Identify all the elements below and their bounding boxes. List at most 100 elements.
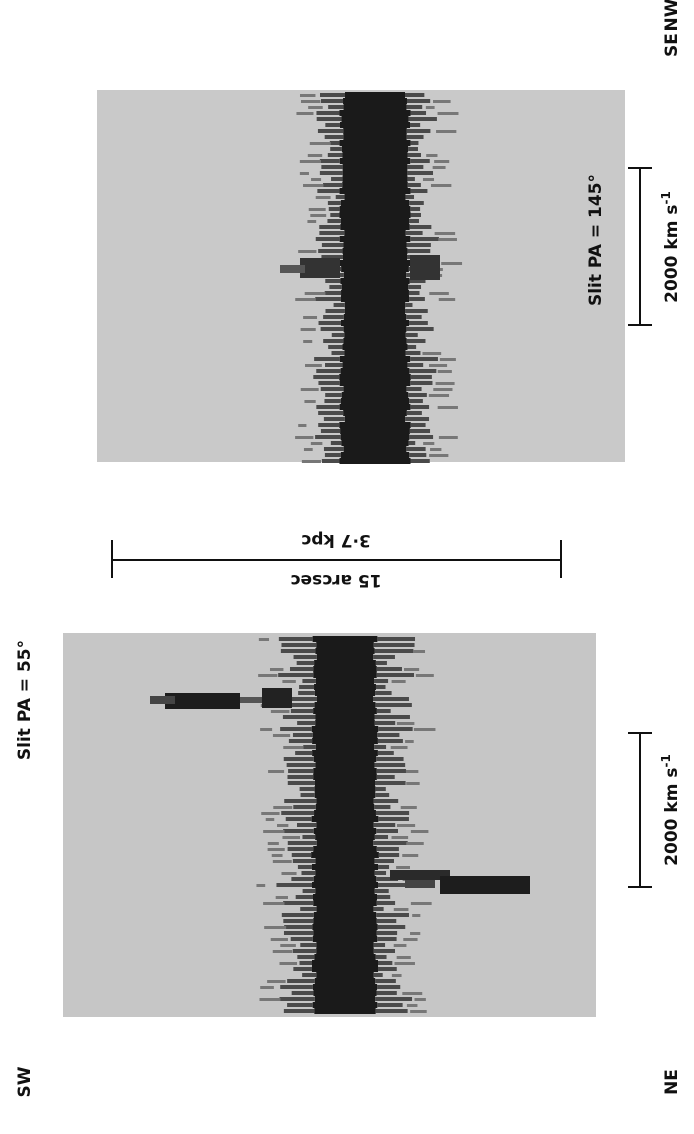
spectrum-streak: [422, 178, 435, 181]
spectrum-streak: [374, 679, 389, 683]
spectrum-streak: [344, 230, 406, 236]
spectrum-streak: [302, 889, 316, 893]
spectrum-streak: [312, 636, 378, 642]
spectrum-streak: [402, 854, 419, 857]
spectrum-streak: [339, 380, 411, 386]
spectrum-streak: [377, 925, 406, 929]
spectrum-streak: [299, 94, 316, 97]
spectrum-streak: [408, 285, 422, 289]
spectrum-streak: [329, 141, 340, 145]
spectrum-streak: [433, 100, 451, 103]
spectrum-streak: [410, 830, 429, 833]
spectrum-streak: [313, 375, 340, 379]
spectrum-streak: [376, 877, 399, 881]
spectrum-streak: [280, 649, 316, 653]
spectrum-streak: [313, 756, 377, 762]
spectrum-streak: [415, 674, 434, 677]
spectrum-streak: [316, 117, 342, 121]
spectrum-streak: [287, 1003, 313, 1007]
spectrum-streak: [314, 702, 376, 708]
spectrum-streak: [407, 153, 422, 157]
spectrum-streak: [281, 643, 317, 647]
spectrum-streak: [282, 715, 316, 719]
spectrum-streak: [377, 733, 400, 737]
spectrum-streak: [315, 648, 375, 654]
spectrum-streak: [298, 250, 317, 253]
spectrum-streak: [284, 697, 317, 701]
spectrum-streak: [344, 332, 406, 338]
spectrum-streak: [423, 442, 435, 445]
spectrum-streak: [267, 842, 279, 845]
spectrum-streak: [376, 757, 404, 761]
spectrum-streak: [284, 925, 313, 929]
spectrum-streak: [150, 696, 175, 704]
spectrum-streak: [258, 638, 270, 641]
spectrum-streak: [270, 710, 290, 713]
spectrum-streak: [319, 231, 345, 235]
spectrum-streak: [340, 434, 410, 440]
spectrum-streak: [412, 914, 421, 917]
spectrum-streak: [441, 262, 463, 265]
spectrum-streak: [409, 399, 423, 403]
spectrum-streak: [377, 937, 397, 941]
spectrum-streak: [314, 780, 376, 786]
spectrum-streak: [340, 296, 410, 302]
spectrum-streak: [311, 852, 379, 858]
spectrum-streak: [287, 781, 315, 785]
spectrum-streak: [409, 225, 432, 229]
spectrum-streak: [309, 142, 331, 145]
spectrum-streak: [342, 164, 408, 170]
spectrum-streak: [339, 374, 411, 380]
spectrum-streak: [295, 751, 313, 755]
spectrum-streak: [407, 249, 431, 253]
spectrum-streak: [339, 110, 411, 116]
spectrum-streak: [323, 447, 344, 451]
spectrum-streak: [263, 830, 285, 833]
spectrum-streak: [287, 841, 317, 845]
direction-label: NE: [662, 1069, 682, 1095]
spectrum-streak: [406, 129, 431, 133]
spectrum-streak: [307, 220, 317, 223]
spectrum-streak: [376, 913, 409, 917]
spectrum-streak: [410, 159, 430, 163]
spectrum-streak: [323, 339, 344, 343]
spectrum-streak: [406, 447, 426, 451]
spectrum-streak: [315, 744, 375, 750]
spectrum-streak: [280, 944, 296, 947]
spectrum-streak: [316, 972, 374, 978]
spectrum-streak: [256, 884, 266, 887]
spectrum-streak: [313, 894, 377, 900]
spectrum-streak: [339, 212, 411, 218]
spectrum-streak: [313, 666, 377, 672]
spectrum-streak: [343, 134, 407, 140]
spectrum-streak: [314, 996, 376, 1002]
spectrum-streak: [319, 159, 340, 163]
spectrum-streak: [343, 128, 407, 134]
spectrum-streak: [373, 799, 399, 803]
spectrum-streak: [414, 998, 426, 1001]
spectrum-streak: [263, 902, 285, 905]
spectrum-streak: [429, 454, 449, 457]
spectrum-streak: [318, 423, 340, 427]
spectrum-streak: [325, 279, 341, 283]
spectrum-streak: [436, 130, 457, 133]
spectrum-streak: [293, 967, 312, 971]
spectrum-streak: [373, 697, 409, 701]
spectrum-streak: [325, 363, 343, 367]
spectrum-streak: [343, 314, 407, 320]
spectrum-streak: [314, 1008, 376, 1014]
spectrum-streak: [318, 249, 343, 253]
spectrum-streak: [410, 405, 430, 409]
spectrum-streak: [376, 775, 395, 779]
spectrum-streak: [314, 978, 376, 984]
spectrum-streak: [410, 213, 421, 217]
spectrum-streak: [400, 806, 417, 809]
spectrum-streak: [262, 688, 292, 708]
spectrum-streak: [297, 721, 316, 725]
spectrum-streak: [339, 422, 411, 428]
spectrum-streak: [302, 835, 316, 839]
spectrum-streak: [433, 388, 453, 391]
spectrum-streak: [376, 931, 398, 935]
spectrum-streak: [391, 836, 409, 839]
spectrum-streak: [406, 782, 420, 785]
